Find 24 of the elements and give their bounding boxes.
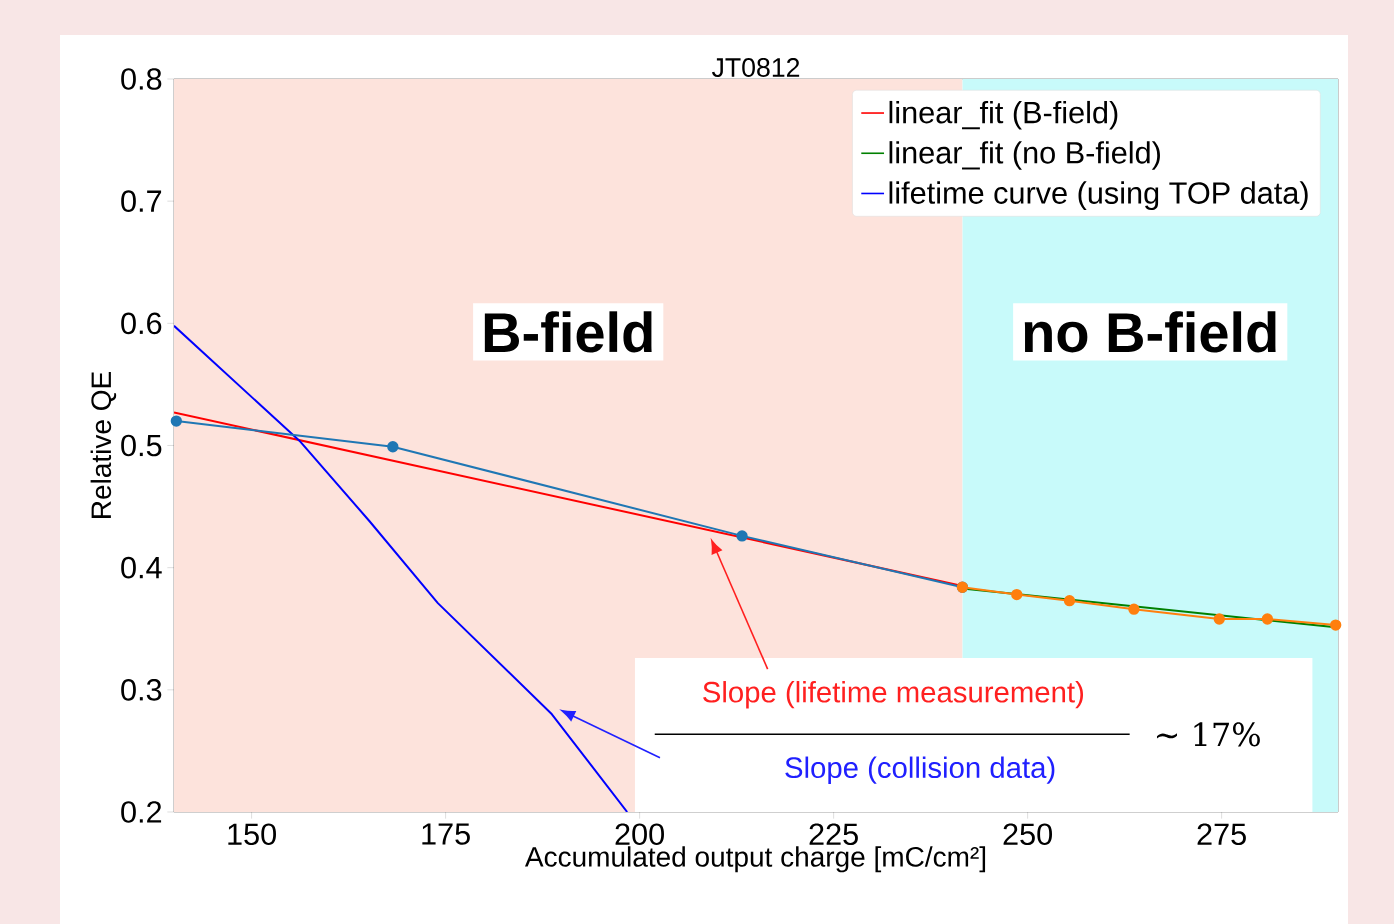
legend-label: linear_fit (B-field) <box>889 100 1118 130</box>
band-label: no B-field <box>1024 311 1276 353</box>
y-tick-label: 0.8 <box>121 68 162 90</box>
annotation: ∼ 17% <box>1156 722 1260 747</box>
y-tick-label: 0.3 <box>121 678 162 701</box>
x-tick-label: 150 <box>228 823 276 846</box>
x-tick-label: 200 <box>615 823 664 846</box>
band-label: B-field <box>484 311 652 353</box>
legend-label: linear_fit (no B-field) <box>889 141 1160 170</box>
y-tick-label: 0.2 <box>121 801 162 823</box>
legend-label: lifetime curve (using TOP data) <box>889 181 1308 210</box>
x-tick-label: 175 <box>422 823 470 845</box>
x-tick-label: 250 <box>1003 823 1052 846</box>
y-tick-label: 0.6 <box>121 312 162 335</box>
x-axis-title: Accumulated output charge [mC/cm²] <box>524 846 986 873</box>
y-tick-label: 0.5 <box>121 434 162 457</box>
y-axis-title: Relative QE <box>90 372 117 518</box>
annotation: Slope (collision data) <box>785 756 1055 784</box>
y-tick-label: 0.4 <box>121 556 162 579</box>
x-tick-label: 275 <box>1197 823 1246 846</box>
x-tick-label: 225 <box>809 823 858 846</box>
y-tick-label: 0.7 <box>121 190 162 213</box>
chart-title: JT0812 <box>711 58 800 77</box>
annotation: Slope (lifetime measurement) <box>703 681 1084 709</box>
